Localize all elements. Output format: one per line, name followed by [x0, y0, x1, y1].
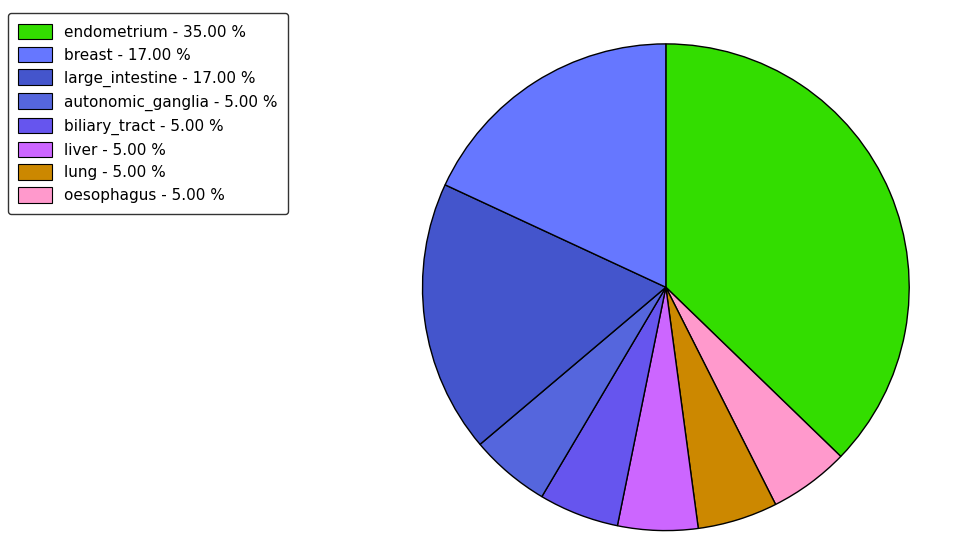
Wedge shape	[423, 185, 666, 444]
Wedge shape	[666, 44, 909, 456]
Wedge shape	[480, 287, 666, 497]
Wedge shape	[666, 287, 776, 528]
Wedge shape	[618, 287, 699, 530]
Wedge shape	[541, 287, 666, 526]
Wedge shape	[445, 44, 666, 287]
Wedge shape	[666, 287, 841, 505]
Legend: endometrium - 35.00 %, breast - 17.00 %, large_intestine - 17.00 %, autonomic_ga: endometrium - 35.00 %, breast - 17.00 %,…	[8, 13, 289, 214]
